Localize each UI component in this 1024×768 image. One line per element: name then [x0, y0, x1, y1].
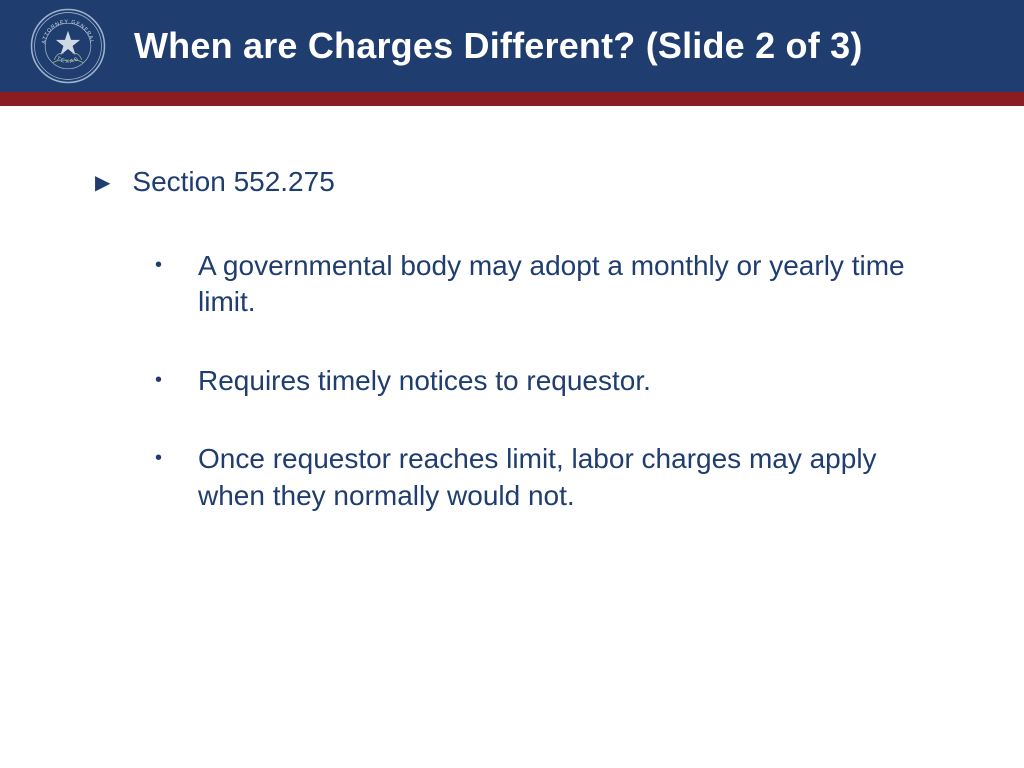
slide-content: ▶ Section 552.275 • A governmental body …	[0, 106, 1024, 514]
seal-icon: ATTORNEY GENERAL TEXAS	[30, 8, 106, 84]
list-item: • Requires timely notices to requestor.	[155, 363, 934, 399]
sub-bullet-text: Once requestor reaches limit, labor char…	[198, 441, 918, 514]
sub-bullet-text: A governmental body may adopt a monthly …	[198, 248, 918, 321]
slide-header: ATTORNEY GENERAL TEXAS When are Charges …	[0, 0, 1024, 92]
slide-title: When are Charges Different? (Slide 2 of …	[134, 25, 863, 67]
bullet-icon: •	[155, 441, 162, 475]
arrow-icon: ▶	[95, 170, 110, 195]
main-bullet-text: Section 552.275	[132, 166, 334, 198]
bullet-icon: •	[155, 248, 162, 282]
main-bullet-row: ▶ Section 552.275	[95, 166, 934, 198]
bullet-icon: •	[155, 363, 162, 397]
sub-bullet-list: • A governmental body may adopt a monthl…	[95, 248, 934, 514]
list-item: • Once requestor reaches limit, labor ch…	[155, 441, 934, 514]
list-item: • A governmental body may adopt a monthl…	[155, 248, 934, 321]
accent-bar	[0, 92, 1024, 106]
sub-bullet-text: Requires timely notices to requestor.	[198, 363, 651, 399]
